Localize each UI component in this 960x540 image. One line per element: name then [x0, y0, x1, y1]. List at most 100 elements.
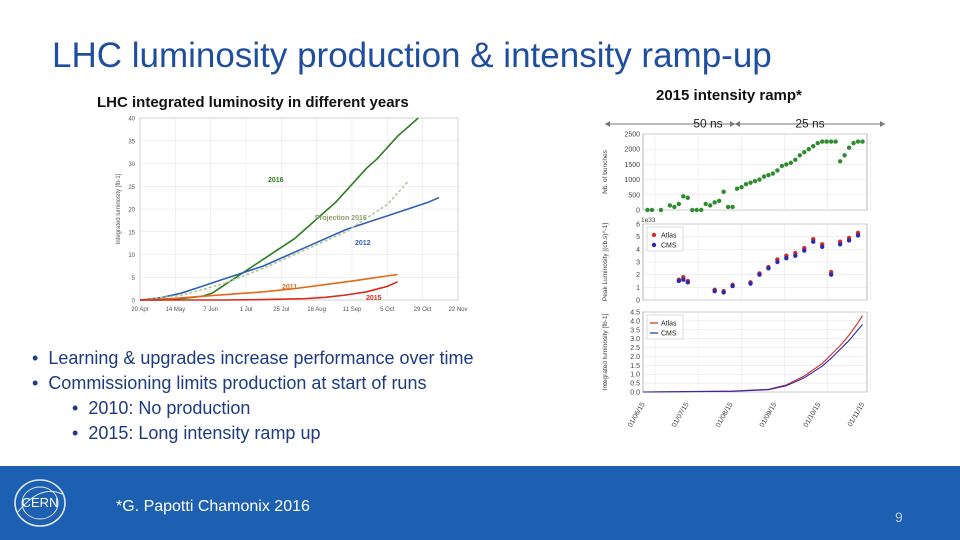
- bullet-item: • 2010: No production: [72, 398, 251, 418]
- x-tick-label: 5 Oct: [380, 307, 395, 313]
- footer-bar: CERN *G. Papotti Chamonix 2016 9: [0, 466, 960, 540]
- data-point-nb-of-bunches: [672, 204, 677, 210]
- data-point-cms: [685, 280, 690, 285]
- cern-logo-icon: CERN: [14, 479, 66, 527]
- y-tick-label: 3: [636, 260, 640, 267]
- right-chart-subtitle: 2015 intensity ramp*: [656, 87, 802, 104]
- bullet-text: Commissioning limits production at start…: [48, 373, 427, 393]
- data-point-nb-of-bunches: [743, 181, 749, 187]
- data-point-nb-of-bunches: [824, 139, 829, 144]
- data-point-nb-of-bunches: [645, 207, 650, 213]
- y-tick-label: 1.5: [630, 363, 640, 370]
- series-line-2011: [139, 273, 398, 301]
- panel-frame: [642, 133, 868, 211]
- data-point-nb-of-bunches: [820, 139, 825, 144]
- x-tick-label: 18 Aug: [307, 307, 326, 313]
- series-line-2012: [139, 196, 440, 301]
- y-axis-label: Integrated luminosity [fb-1]: [602, 314, 609, 391]
- data-point-nb-of-bunches: [752, 178, 758, 184]
- data-point-cms: [712, 288, 717, 294]
- scale-label: 1e33: [641, 217, 656, 224]
- logo-text: CERN: [22, 495, 59, 510]
- intensity-ramp-chart: 0 500 1000 1500 2000 2500 Nb. of bunches 0 1 2 3 4 5…: [602, 117, 885, 429]
- data-point-cms: [721, 290, 726, 295]
- data-point-nb-of-bunches: [694, 207, 699, 213]
- x-tick-label: 01/10/15: [803, 401, 823, 428]
- phase-label: 25 ns: [795, 117, 824, 131]
- series-annotation: Projection 2016: [315, 215, 367, 222]
- y-tick-label: 15: [128, 230, 135, 236]
- data-point-nb-of-bunches: [797, 153, 802, 158]
- data-point-nb-of-bunches: [806, 147, 811, 152]
- y-tick-label: 0.5: [630, 381, 640, 388]
- data-point-cms: [784, 256, 789, 261]
- data-point-nb-of-bunches: [699, 207, 704, 213]
- phase-label: 50 ns: [693, 117, 722, 131]
- series-annotation: 2012: [355, 240, 371, 247]
- data-point-cms: [775, 259, 780, 265]
- data-point-nb-of-bunches: [708, 203, 713, 208]
- bullet-list: • Learning & upgrades increase performan…: [32, 346, 474, 446]
- data-point-nb-of-bunches: [690, 207, 695, 213]
- data-point-nb-of-bunches: [739, 185, 744, 190]
- data-point-cms: [757, 272, 762, 277]
- data-point-nb-of-bunches: [712, 200, 717, 205]
- data-point-nb-of-bunches: [784, 162, 789, 167]
- x-tick-label: 11 Sep: [343, 307, 362, 313]
- y-tick-label: 6: [636, 222, 640, 229]
- x-tick-label: 01/08/15: [715, 401, 735, 428]
- data-point-nb-of-bunches: [766, 172, 771, 178]
- data-point-cms: [828, 272, 834, 277]
- data-point-nb-of-bunches: [851, 140, 856, 146]
- bullet-item: • Learning & upgrades increase performan…: [32, 348, 474, 368]
- series-annotation: 2016: [268, 177, 284, 184]
- data-point-nb-of-bunches: [837, 159, 843, 164]
- bullet-text: 2015: Long intensity ramp up: [88, 423, 321, 443]
- data-point-cms: [855, 233, 861, 238]
- legend-label: Atlas: [661, 233, 677, 240]
- page-number: 9: [895, 509, 903, 525]
- series-line-projection-2016: [139, 181, 409, 301]
- legend-box: [646, 226, 684, 252]
- legend-label: CMS: [661, 331, 677, 338]
- series-line-2016: [140, 117, 419, 301]
- arrow-head: [730, 121, 735, 127]
- y-tick-label: 1: [636, 285, 640, 292]
- data-point-nb-of-bunches: [685, 195, 690, 201]
- legend-swatch: [651, 242, 657, 248]
- y-tick-label: 4.5: [630, 310, 640, 317]
- data-point-nb-of-bunches: [658, 207, 664, 213]
- data-point-nb-of-bunches: [676, 201, 682, 207]
- data-point-nb-of-bunches: [815, 140, 820, 146]
- data-point-cms: [730, 283, 735, 289]
- y-tick-label: 40: [128, 117, 135, 123]
- y-tick-label: 25: [128, 185, 135, 191]
- data-point-cms: [802, 248, 807, 253]
- series-line-cms: [642, 324, 863, 393]
- y-tick-label: 20: [128, 208, 135, 214]
- series-annotation: 2011: [282, 284, 297, 291]
- x-tick-label: 29 Oct: [414, 307, 432, 313]
- data-point-cms: [766, 266, 771, 271]
- bullet-item: • Commissioning limits production at sta…: [32, 373, 427, 393]
- y-tick-label: 500: [628, 192, 640, 199]
- data-point-cms: [748, 281, 753, 286]
- y-tick-label: 5: [132, 276, 136, 282]
- data-point-nb-of-bunches: [793, 157, 798, 163]
- slide-title: LHC luminosity production & intensity ra…: [52, 36, 772, 75]
- data-point-cms: [681, 277, 686, 282]
- arrow-head: [880, 121, 885, 127]
- data-point-nb-of-bunches: [775, 168, 780, 173]
- citation: *G. Papotti Chamonix 2016: [116, 498, 310, 515]
- data-point-nb-of-bunches: [734, 186, 740, 191]
- y-tick-label: 2.5: [630, 345, 640, 352]
- data-point-nb-of-bunches: [725, 204, 731, 210]
- y-tick-label: 35: [128, 139, 135, 145]
- data-point-cms: [811, 239, 816, 244]
- data-point-nb-of-bunches: [779, 163, 785, 169]
- data-point-nb-of-bunches: [721, 189, 726, 194]
- series-line-2015: [140, 281, 398, 301]
- y-axis-label: Peak Luminosity [(cb.s)^-1]: [602, 223, 609, 301]
- y-tick-label: 4.0: [630, 318, 640, 325]
- y-tick-label: 10: [128, 253, 135, 259]
